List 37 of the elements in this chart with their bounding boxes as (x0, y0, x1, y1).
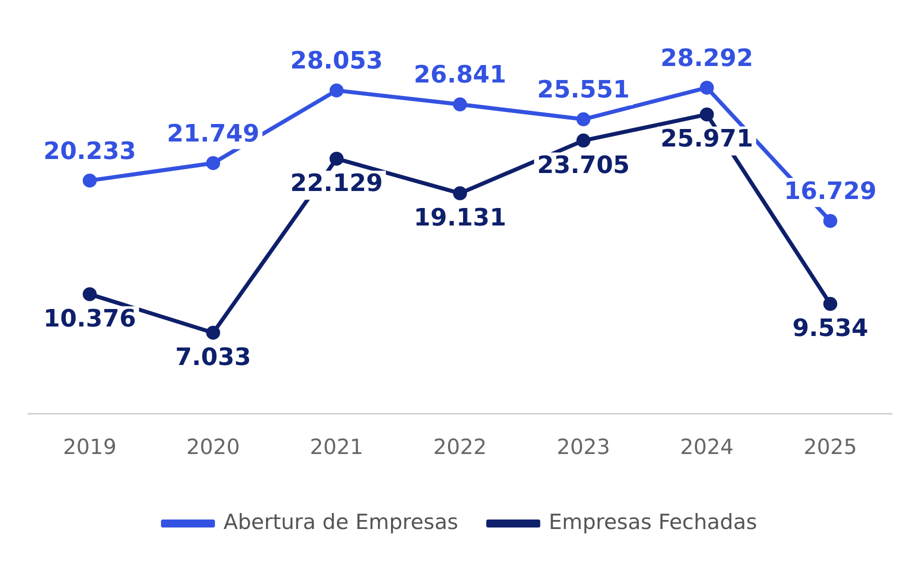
data-label: 16.729 (784, 177, 877, 206)
data-label: 25.971 (660, 124, 754, 153)
point (823, 214, 838, 228)
data-label: 22.129 (290, 168, 383, 197)
x-tick-label: 2022 (433, 434, 487, 459)
point (206, 156, 220, 170)
point (453, 186, 467, 200)
x-tick-label: 2023 (556, 434, 610, 459)
point (823, 296, 838, 311)
point (700, 80, 714, 95)
legend-label: Abertura de Empresas (223, 510, 458, 534)
x-tick-label: 2020 (186, 434, 240, 459)
data-label: 28.053 (290, 46, 383, 75)
data-label: 19.131 (414, 204, 506, 232)
data-label: 28.292 (660, 44, 754, 72)
data-label: 21.749 (166, 119, 260, 148)
x-tick-label: 2019 (62, 434, 116, 459)
point (82, 287, 97, 302)
data-label: 25.551 (537, 76, 630, 104)
x-tick-label: 2024 (680, 434, 734, 459)
legend-label: Empresas Fechadas (548, 510, 758, 534)
data-label: 7.033 (175, 342, 252, 371)
x-tick-label: 2025 (804, 434, 858, 459)
point (576, 134, 590, 148)
data-label: 9.534 (792, 314, 868, 342)
data-label: 26.841 (414, 60, 506, 89)
data-label: 23.705 (537, 150, 630, 179)
x-tick-label: 2021 (310, 434, 364, 459)
point (330, 152, 344, 166)
point (206, 326, 220, 340)
point (453, 97, 467, 112)
point (700, 107, 714, 122)
data-label: 20.233 (43, 136, 136, 165)
data-label: 10.376 (43, 304, 136, 332)
point (576, 112, 590, 126)
point (82, 174, 97, 188)
point (330, 83, 344, 98)
